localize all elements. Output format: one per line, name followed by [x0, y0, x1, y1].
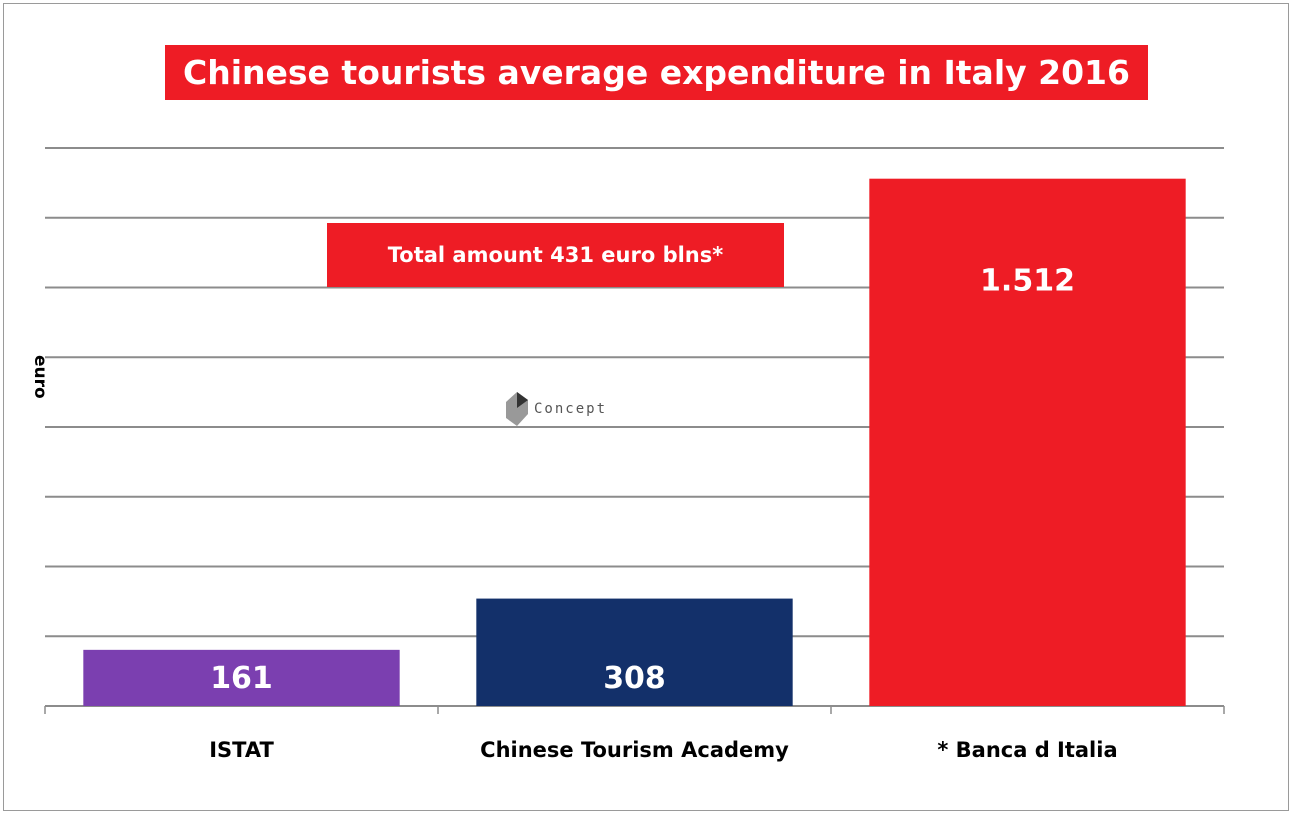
y-axis-label: euro — [30, 355, 50, 399]
cube-logo-icon — [506, 392, 528, 426]
chart-frame — [3, 3, 1289, 811]
bar — [476, 598, 793, 706]
x-tick-label: ISTAT — [209, 738, 274, 762]
data-label: 308 — [603, 661, 666, 696]
bar — [83, 649, 400, 706]
chart-title: Chinese tourists average expenditure in … — [165, 45, 1148, 100]
logo-text: Concept — [534, 401, 608, 417]
data-label: 1.512 — [980, 264, 1075, 299]
data-label: 161 — [210, 661, 273, 696]
concept-logo: Concept — [500, 392, 614, 426]
total-amount-annotation: Total amount 431 euro blns* — [327, 223, 784, 287]
x-tick-label: Chinese Tourism Academy — [480, 738, 789, 762]
x-tick-label: * Banca d Italia — [937, 738, 1117, 762]
bar — [869, 178, 1186, 706]
